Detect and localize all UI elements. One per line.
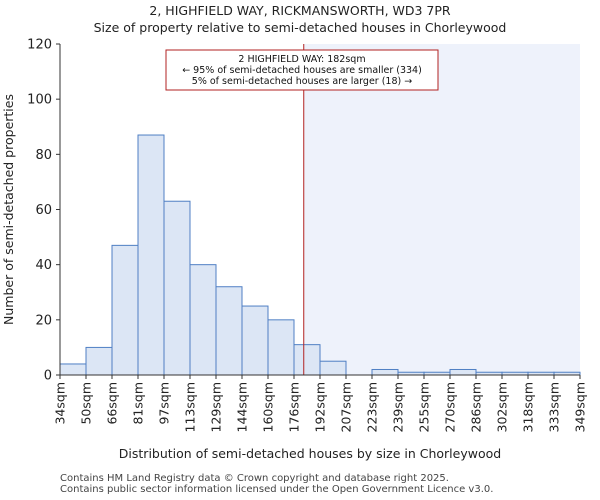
- y-tick-label: 40: [35, 258, 52, 273]
- x-tick-label: 318sqm: [521, 382, 536, 432]
- x-tick-label: 302sqm: [495, 382, 510, 432]
- histogram-bar: [85, 346, 113, 376]
- x-tick-label: 113sqm: [183, 382, 198, 432]
- y-tick-label: 60: [35, 203, 52, 218]
- x-tick-label: 255sqm: [417, 382, 432, 432]
- y-axis-label: Number of semi-detached properties: [1, 94, 16, 325]
- annotation-line-1: 2 HIGHFIELD WAY: 182sqm: [238, 54, 365, 65]
- histogram-bar: [241, 305, 269, 376]
- larger-region-highlight: [303, 44, 580, 375]
- x-tick-label: 144sqm: [235, 382, 250, 432]
- y-tick-label: 0: [44, 369, 52, 384]
- footer-line-1: Contains HM Land Registry data © Crown c…: [60, 473, 449, 484]
- histogram-bar: [111, 244, 139, 376]
- histogram-bar: [59, 363, 87, 376]
- histogram-chart: 0 20 40 60 80 100 120 34sqm 50sqm 66sqm 81sqm 97sqm…: [1, 38, 588, 462]
- x-tick-label: 129sqm: [209, 382, 224, 432]
- x-tick-label: 81sqm: [131, 382, 146, 425]
- x-tick-label: 192sqm: [313, 382, 328, 432]
- y-tick-label: 80: [35, 148, 52, 163]
- x-tick-label: 160sqm: [261, 382, 276, 432]
- annotation-line-3: 5% of semi-detached houses are larger (1…: [192, 76, 412, 87]
- y-tick-label: 120: [27, 38, 52, 53]
- x-tick-label: 50sqm: [79, 382, 94, 425]
- x-tick-label: 66sqm: [105, 382, 120, 425]
- annotation-box: [165, 49, 439, 91]
- histogram-bar: [215, 286, 243, 376]
- x-tick-label: 286sqm: [469, 382, 484, 432]
- histogram-bar: [371, 368, 399, 376]
- x-tick-label: 239sqm: [391, 382, 406, 432]
- x-tick-label: 207sqm: [339, 382, 354, 432]
- y-tick-label: 100: [27, 93, 52, 108]
- chart-subtitle: Size of property relative to semi-detach…: [93, 20, 507, 35]
- histogram-bar: [163, 200, 191, 376]
- x-tick-label: 223sqm: [365, 382, 380, 432]
- annotation-line-2: ← 95% of semi-detached houses are smalle…: [182, 65, 422, 76]
- footer-line-2: Contains public sector information licen…: [60, 484, 494, 495]
- x-tick-label: 349sqm: [573, 382, 588, 432]
- histogram-bar: [137, 134, 165, 376]
- chart-title: 2, HIGHFIELD WAY, RICKMANSWORTH, WD3 7PR: [149, 3, 451, 18]
- x-tick-label: 176sqm: [287, 382, 302, 432]
- y-tick-label: 20: [35, 313, 52, 328]
- histogram-bar: [319, 360, 347, 376]
- x-tick-label: 270sqm: [443, 382, 458, 432]
- histogram-bar: [189, 264, 217, 376]
- x-tick-label: 34sqm: [53, 382, 68, 425]
- x-tick-label: 97sqm: [157, 382, 172, 425]
- x-tick-label: 333sqm: [547, 382, 562, 432]
- histogram-bar: [267, 319, 295, 376]
- histogram-bar: [293, 344, 321, 376]
- histogram-bar: [449, 368, 477, 376]
- x-axis-label: Distribution of semi-detached houses by …: [119, 446, 501, 461]
